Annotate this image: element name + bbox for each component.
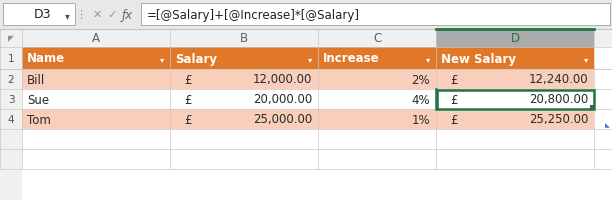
Text: D: D: [510, 32, 520, 45]
Text: =[@Salary]+[@Increase]*[@Salary]: =[@Salary]+[@Increase]*[@Salary]: [147, 8, 360, 21]
Text: 12,000.00: 12,000.00: [253, 73, 312, 86]
Text: ✓: ✓: [107, 10, 117, 20]
Text: Bill: Bill: [27, 73, 45, 86]
Text: £: £: [184, 73, 192, 86]
Text: 25,000.00: 25,000.00: [253, 113, 312, 126]
Bar: [22, 109, 594, 129]
Bar: [0, 30, 612, 48]
Text: 2%: 2%: [411, 73, 430, 86]
Text: 4%: 4%: [411, 93, 430, 106]
Text: New Salary: New Salary: [441, 52, 516, 65]
Text: ▾: ▾: [160, 55, 164, 64]
Text: ◣: ◣: [605, 122, 610, 127]
Text: 20,800.00: 20,800.00: [529, 93, 588, 106]
Text: ▾: ▾: [426, 55, 430, 64]
Text: £: £: [450, 73, 458, 86]
Text: Name: Name: [27, 52, 65, 65]
Text: Increase: Increase: [323, 52, 379, 65]
Text: B: B: [240, 32, 248, 45]
Text: ✕: ✕: [92, 10, 102, 20]
Text: £: £: [450, 113, 458, 126]
Bar: [3, 4, 75, 26]
Text: 1: 1: [8, 54, 14, 64]
Text: 1%: 1%: [411, 113, 430, 126]
Bar: [0, 0, 612, 30]
Text: ƒx: ƒx: [121, 8, 133, 21]
Text: ⋮: ⋮: [75, 10, 86, 20]
Text: 2: 2: [8, 75, 14, 85]
Bar: [0, 30, 22, 200]
Bar: [22, 70, 594, 90]
Bar: [141, 4, 610, 26]
Text: A: A: [92, 32, 100, 45]
Text: ▾: ▾: [308, 55, 312, 64]
Text: C: C: [373, 32, 381, 45]
Text: 4: 4: [8, 114, 14, 124]
Text: £: £: [184, 93, 192, 106]
Text: £: £: [184, 113, 192, 126]
Text: £: £: [450, 93, 458, 106]
Text: Tom: Tom: [27, 113, 51, 126]
Text: ▾: ▾: [64, 11, 69, 21]
Text: 12,240.00: 12,240.00: [528, 73, 588, 86]
Text: ◤: ◤: [8, 34, 14, 43]
Text: ▾: ▾: [584, 55, 588, 64]
Text: Sue: Sue: [27, 93, 49, 106]
Text: 3: 3: [8, 95, 14, 104]
Bar: [0, 30, 612, 200]
Bar: [436, 30, 594, 48]
Text: 25,250.00: 25,250.00: [529, 113, 588, 126]
Bar: [22, 90, 594, 109]
Text: 20,000.00: 20,000.00: [253, 93, 312, 106]
Text: D3: D3: [34, 8, 51, 21]
Bar: [22, 48, 594, 70]
Bar: [590, 105, 594, 109]
Text: Salary: Salary: [175, 52, 217, 65]
Bar: [436, 90, 594, 109]
